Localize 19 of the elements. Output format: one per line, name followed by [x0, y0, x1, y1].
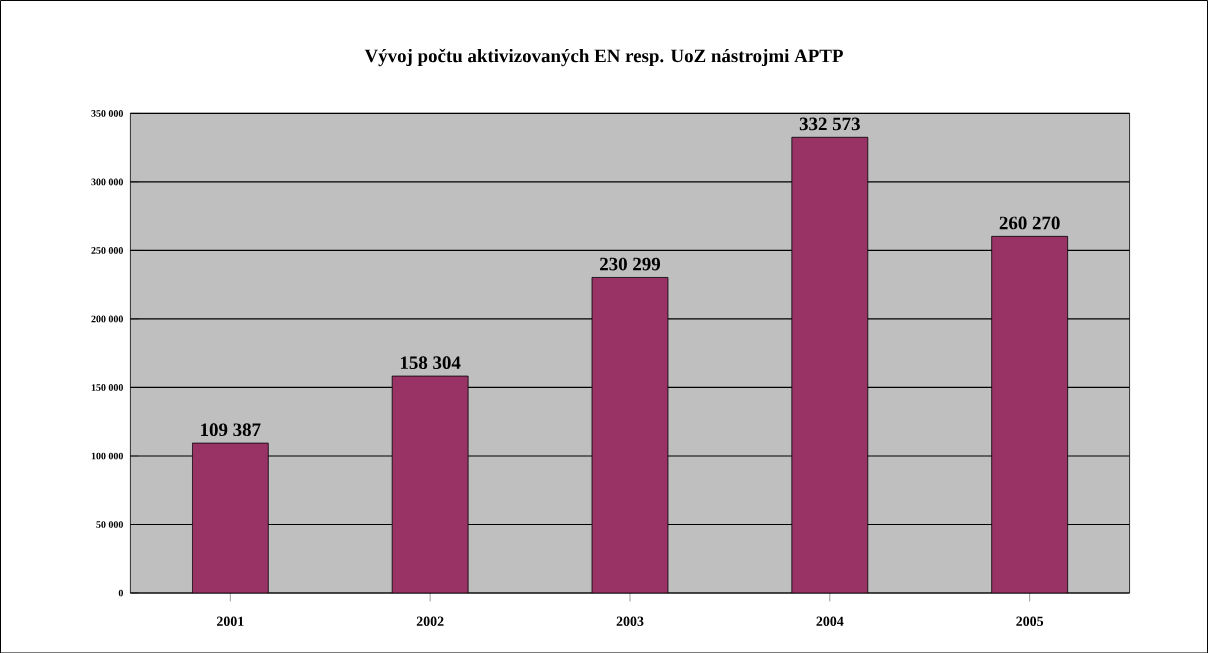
data-label: 260 270: [999, 216, 1060, 230]
y-tick-label: 0: [118, 589, 123, 597]
y-tick-label: 50 000: [96, 520, 123, 528]
y-tick-label: 350 000: [91, 109, 123, 117]
y-tick-label: 250 000: [91, 246, 123, 254]
data-label: 109 387: [201, 423, 261, 436]
x-tick-label: 2003: [616, 616, 644, 626]
x-tick-label: 2002: [416, 616, 444, 626]
y-tick-label: 100 000: [91, 452, 123, 460]
y-tick-label: 200 000: [91, 315, 123, 323]
x-tick-label: 2005: [1016, 616, 1044, 626]
y-tick-label: 300 000: [91, 178, 123, 186]
data-label: 332 573: [799, 117, 860, 131]
y-tick-label: 150 000: [91, 383, 123, 391]
data-label: 158 304: [400, 356, 461, 369]
x-tick-label: 2004: [816, 616, 844, 626]
x-tick-label: 2001: [216, 616, 244, 626]
chart-title: Vývoj počtu aktivizovaných EN resp. UoZ nástrojmi APTP: [364, 48, 843, 66]
data-label: 230 299: [600, 257, 661, 271]
